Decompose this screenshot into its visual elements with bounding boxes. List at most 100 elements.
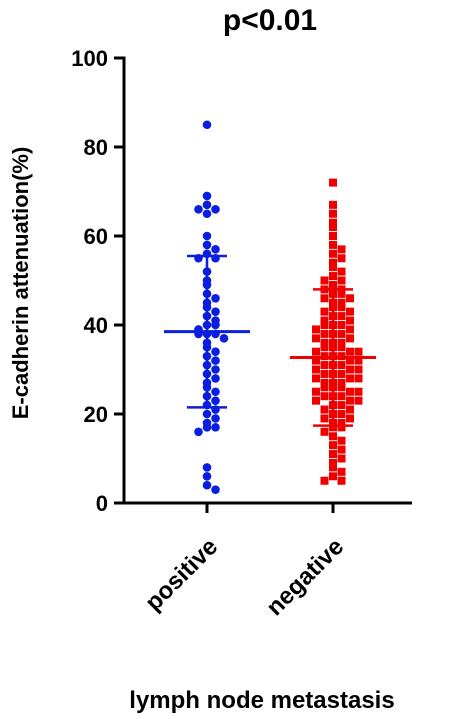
data-point bbox=[337, 298, 346, 307]
data-point bbox=[211, 423, 220, 432]
data-point bbox=[320, 476, 329, 485]
y-tick-label: 0 bbox=[96, 491, 108, 516]
data-point bbox=[329, 280, 337, 289]
data-point bbox=[329, 249, 337, 258]
data-point bbox=[346, 387, 354, 396]
data-point bbox=[211, 347, 220, 357]
data-point bbox=[337, 303, 346, 312]
data-point bbox=[337, 267, 346, 276]
data-point bbox=[320, 329, 329, 338]
data-point bbox=[329, 178, 337, 187]
data-point bbox=[337, 338, 346, 347]
data-point bbox=[320, 369, 329, 378]
data-point bbox=[354, 396, 363, 405]
x-axis-label: lymph node metastasis bbox=[129, 687, 394, 714]
data-point bbox=[329, 263, 337, 272]
data-point bbox=[329, 432, 337, 441]
data-point bbox=[329, 458, 337, 467]
x-tick-label: positive bbox=[140, 533, 223, 616]
data-point bbox=[346, 316, 354, 325]
data-point bbox=[337, 329, 346, 338]
data-point bbox=[312, 325, 320, 334]
data-point bbox=[202, 480, 212, 490]
data-point bbox=[320, 405, 329, 414]
data-point bbox=[337, 245, 346, 254]
data-point bbox=[346, 414, 354, 423]
data-point bbox=[337, 401, 346, 410]
data-point bbox=[211, 374, 220, 383]
data-point bbox=[320, 321, 329, 329]
data-point bbox=[346, 347, 354, 356]
data-point bbox=[211, 396, 220, 405]
data-point bbox=[320, 307, 329, 316]
data-point bbox=[346, 374, 354, 383]
x-tick-label: negative bbox=[261, 533, 349, 621]
data-point bbox=[337, 254, 346, 263]
data-point bbox=[312, 374, 320, 383]
data-point bbox=[211, 365, 220, 374]
data-point bbox=[329, 240, 337, 249]
data-point bbox=[354, 387, 363, 396]
data-point bbox=[337, 418, 346, 427]
data-point bbox=[337, 321, 346, 329]
data-point bbox=[329, 258, 337, 267]
data-point bbox=[337, 343, 346, 352]
data-point bbox=[337, 445, 346, 454]
data-point bbox=[202, 423, 212, 432]
data-point bbox=[194, 427, 203, 437]
data-point bbox=[329, 200, 337, 209]
data-point bbox=[312, 387, 320, 396]
data-point bbox=[211, 245, 220, 254]
data-point bbox=[320, 338, 329, 347]
data-point bbox=[211, 356, 220, 365]
data-point bbox=[320, 414, 329, 423]
data-point bbox=[329, 223, 337, 232]
data-point bbox=[320, 392, 329, 401]
data-point bbox=[337, 289, 346, 298]
data-point bbox=[211, 485, 220, 494]
data-point bbox=[320, 316, 329, 325]
data-point bbox=[202, 120, 212, 130]
y-tick-label: 100 bbox=[71, 46, 108, 71]
data-point bbox=[346, 365, 354, 374]
data-point bbox=[194, 205, 203, 214]
y-tick-label: 20 bbox=[84, 402, 108, 427]
y-tick-label: 80 bbox=[84, 135, 108, 160]
data-point bbox=[337, 436, 346, 445]
data-point bbox=[337, 476, 346, 485]
data-point bbox=[211, 387, 220, 397]
data-point bbox=[354, 365, 363, 374]
data-point bbox=[211, 320, 220, 330]
data-point bbox=[337, 312, 346, 321]
data-point bbox=[320, 343, 329, 352]
data-point bbox=[337, 423, 346, 432]
data-point bbox=[346, 294, 354, 303]
data-point bbox=[346, 325, 354, 334]
data-point bbox=[202, 231, 212, 241]
data-point bbox=[312, 334, 320, 343]
data-point bbox=[346, 396, 354, 405]
data-point bbox=[320, 294, 329, 303]
data-point bbox=[329, 441, 337, 450]
data-point bbox=[320, 427, 329, 436]
data-point bbox=[329, 450, 337, 459]
y-tick-label: 40 bbox=[84, 313, 108, 338]
data-point bbox=[202, 209, 212, 219]
data-point bbox=[202, 191, 212, 201]
data-point bbox=[337, 361, 346, 370]
y-axis-label: E-cadherin attenuation(%) bbox=[8, 147, 33, 420]
data-point bbox=[337, 410, 346, 418]
y-tick-label: 60 bbox=[84, 224, 108, 249]
data-point bbox=[329, 232, 337, 240]
data-point bbox=[329, 472, 337, 481]
data-point bbox=[354, 347, 363, 356]
data-point bbox=[219, 334, 229, 343]
data-point bbox=[346, 405, 354, 414]
data-point bbox=[337, 378, 346, 387]
data-point bbox=[329, 209, 337, 218]
data-point bbox=[211, 307, 220, 316]
chart-title: p<0.01 bbox=[223, 4, 317, 37]
data-point bbox=[202, 409, 212, 419]
data-point bbox=[329, 423, 337, 432]
